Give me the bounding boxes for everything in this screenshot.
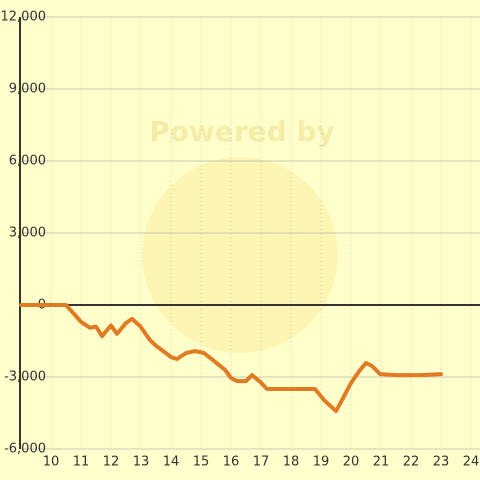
watermark: Powered by — [149, 115, 335, 148]
x-tick-label: 16 — [223, 455, 240, 470]
x-tick-label: 15 — [193, 455, 210, 470]
x-tick-label: 23 — [433, 455, 450, 470]
y-tick-label: 3,000 — [9, 226, 46, 241]
x-tick-label: 19 — [313, 455, 330, 470]
x-tick-label: 10 — [43, 455, 60, 470]
y-tick-label: 9,000 — [9, 82, 46, 97]
x-tick-label: 22 — [403, 455, 420, 470]
x-tick-label: 21 — [373, 455, 390, 470]
x-tick-label: 13 — [133, 455, 150, 470]
x-tick-label: 14 — [163, 455, 180, 470]
data-line — [19, 303, 443, 414]
x-tick-label: 24 — [463, 455, 480, 470]
x-tick-label: 11 — [73, 455, 90, 470]
y-tick-label: 12,000 — [1, 10, 47, 25]
y-tick-label: -6,000 — [4, 442, 46, 457]
y-tick-label: 6,000 — [9, 154, 46, 169]
watermark-logo — [142, 157, 338, 353]
x-tick-label: 12 — [103, 455, 120, 470]
x-tick-label: 17 — [253, 455, 270, 470]
y-tick-label: -3,000 — [4, 370, 46, 385]
x-tick-label: 18 — [283, 455, 300, 470]
x-tick-label: 20 — [343, 455, 360, 470]
